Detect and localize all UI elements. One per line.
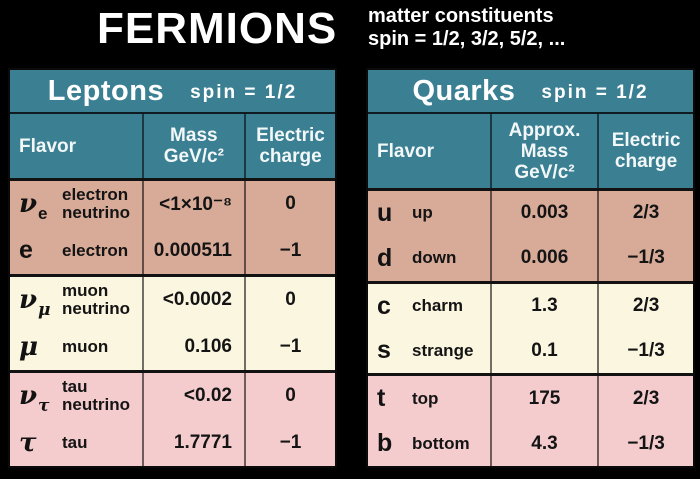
particle-name: strange: [412, 340, 474, 360]
particle-name: charm: [412, 296, 464, 316]
particle-name: electron neutrino: [62, 185, 130, 223]
charge-value: −1: [244, 227, 335, 274]
quarks-column-headers: Flavor Approx. Mass GeV/c² Electric char…: [368, 112, 693, 188]
particle-symbol: b: [377, 429, 393, 458]
mass-value: 0.000511: [141, 227, 244, 274]
charge-value: −1: [244, 419, 335, 466]
charge-value: −1: [244, 323, 335, 370]
particle-symbol: ντ: [19, 381, 50, 417]
row-electron: e electron 0.000511 −1: [10, 227, 335, 275]
column-header-approx-mass: Approx. Mass GeV/c²: [489, 114, 597, 188]
charge-value: 2/3: [597, 376, 693, 422]
particle-symbol: e: [19, 236, 33, 265]
charge-value: −1/3: [597, 328, 693, 374]
leptons-title: Leptons: [47, 74, 165, 107]
particle-symbol: c: [377, 291, 391, 320]
leptons-spin-label: spin = 1/2: [190, 81, 298, 103]
mass-value: 1.3: [489, 283, 597, 329]
row-top: t top 175 2/3: [368, 376, 693, 422]
column-header-electric-charge: Electric charge: [244, 114, 335, 178]
particle-symbol: t: [377, 384, 386, 413]
quarks-spin-label: spin = 1/2: [541, 81, 649, 103]
quarks-title: Quarks: [412, 74, 516, 107]
column-header-flavor: Flavor: [19, 135, 77, 157]
note-line-2: spin = 1/2, 3/2, 5/2, ...: [368, 28, 566, 50]
particle-symbol: u: [377, 198, 393, 227]
flavor-cell: μ muon: [10, 324, 142, 371]
flavor-cell: t top: [368, 376, 490, 421]
leptons-column-headers: Flavor Mass GeV/c² Electric charge: [10, 112, 335, 178]
flavor-cell: τ tau: [10, 420, 142, 467]
row-muon-neutrino: νμ muon neutrino <0.0002 0: [10, 277, 335, 324]
quark-generation-2: c charm 1.3 2/3 s strange 0.1 −1/3: [368, 280, 693, 374]
mass-value: 1.7771: [141, 419, 244, 466]
mass-value: 0.1: [489, 328, 597, 374]
particle-name: up: [412, 203, 433, 223]
banner-note: matter constituents spin = 1/2, 3/2, 5/2…: [368, 5, 565, 51]
mass-value: 175: [489, 376, 597, 422]
row-muon: μ muon 0.106 −1: [10, 323, 335, 371]
charge-value: −1/3: [597, 235, 693, 281]
mass-value: 0.106: [141, 323, 244, 370]
row-tau-neutrino: ντ tau neutrino <0.02 0: [10, 373, 335, 420]
leptons-table: Leptons spin = 1/2 Flavor Mass GeV/c² El…: [8, 68, 337, 468]
lepton-generation-2: νμ muon neutrino <0.0002 0 μ muon 0.106 …: [10, 274, 335, 370]
row-bottom: b bottom 4.3 −1/3: [368, 421, 693, 466]
particle-symbol: μ: [19, 331, 39, 362]
particle-name: electron: [62, 240, 129, 260]
column-header-flavor: Flavor: [377, 140, 435, 162]
flavor-cell: νe electron neutrino: [10, 181, 142, 228]
flavor-cell: d down: [368, 236, 490, 281]
mass-value: <1×10⁻⁸: [141, 181, 244, 228]
quark-generation-3: t top 175 2/3 b bottom 4.3 −1/3: [368, 373, 693, 466]
particle-symbol: νe: [19, 189, 48, 224]
note-line-1: matter constituents: [368, 5, 554, 27]
particle-name: top: [412, 388, 439, 408]
flavor-cell: e electron: [10, 228, 142, 275]
particle-symbol: νμ: [19, 285, 51, 321]
flavor-cell: s strange: [368, 328, 490, 373]
particle-symbol: s: [377, 336, 391, 365]
charge-value: 2/3: [597, 283, 693, 329]
row-up: u up 0.003 2/3: [368, 191, 693, 236]
quark-generation-1: u up 0.003 2/3 d down 0.006 −1/3: [368, 188, 693, 281]
row-down: d down 0.006 −1/3: [368, 235, 693, 281]
charge-value: −1/3: [597, 421, 693, 466]
mass-value: <0.02: [141, 373, 244, 420]
charge-value: 0: [244, 373, 335, 420]
particle-symbol: τ: [19, 427, 37, 458]
flavor-cell: b bottom: [368, 421, 490, 466]
mass-value: 0.006: [489, 235, 597, 281]
flavor-cell: c charm: [368, 284, 490, 329]
particle-name: muon: [62, 336, 109, 356]
lepton-generation-1: νe electron neutrino <1×10⁻⁸ 0 e electro…: [10, 178, 335, 274]
row-charm: c charm 1.3 2/3: [368, 283, 693, 329]
mass-value: 4.3: [489, 421, 597, 466]
charge-value: 0: [244, 277, 335, 324]
mass-value: 0.003: [489, 191, 597, 236]
particle-name: muon neutrino: [62, 281, 130, 319]
flavor-cell: νμ muon neutrino: [10, 277, 142, 324]
leptons-title-bar: Leptons spin = 1/2: [10, 70, 335, 112]
particle-name: down: [412, 248, 457, 268]
charge-value: 2/3: [597, 191, 693, 236]
particle-symbol: d: [377, 243, 393, 272]
particle-name: tau: [62, 432, 88, 452]
particle-name: bottom: [412, 433, 470, 453]
column-header-mass: Mass GeV/c²: [141, 114, 244, 178]
flavor-cell: u up: [368, 191, 490, 236]
quarks-table: Quarks spin = 1/2 Flavor Approx. Mass Ge…: [366, 68, 695, 468]
lepton-generation-3: ντ tau neutrino <0.02 0 τ tau 1.7771 −1: [10, 370, 335, 466]
row-tau: τ tau 1.7771 −1: [10, 419, 335, 467]
charge-value: 0: [244, 181, 335, 228]
row-strange: s strange 0.1 −1/3: [368, 328, 693, 374]
flavor-cell: ντ tau neutrino: [10, 373, 142, 420]
page-title: FERMIONS: [97, 4, 338, 53]
row-electron-neutrino: νe electron neutrino <1×10⁻⁸ 0: [10, 181, 335, 228]
mass-value: <0.0002: [141, 277, 244, 324]
column-header-electric-charge: Electric charge: [597, 114, 693, 188]
quarks-title-bar: Quarks spin = 1/2: [368, 70, 693, 112]
particle-name: tau neutrino: [62, 377, 130, 415]
